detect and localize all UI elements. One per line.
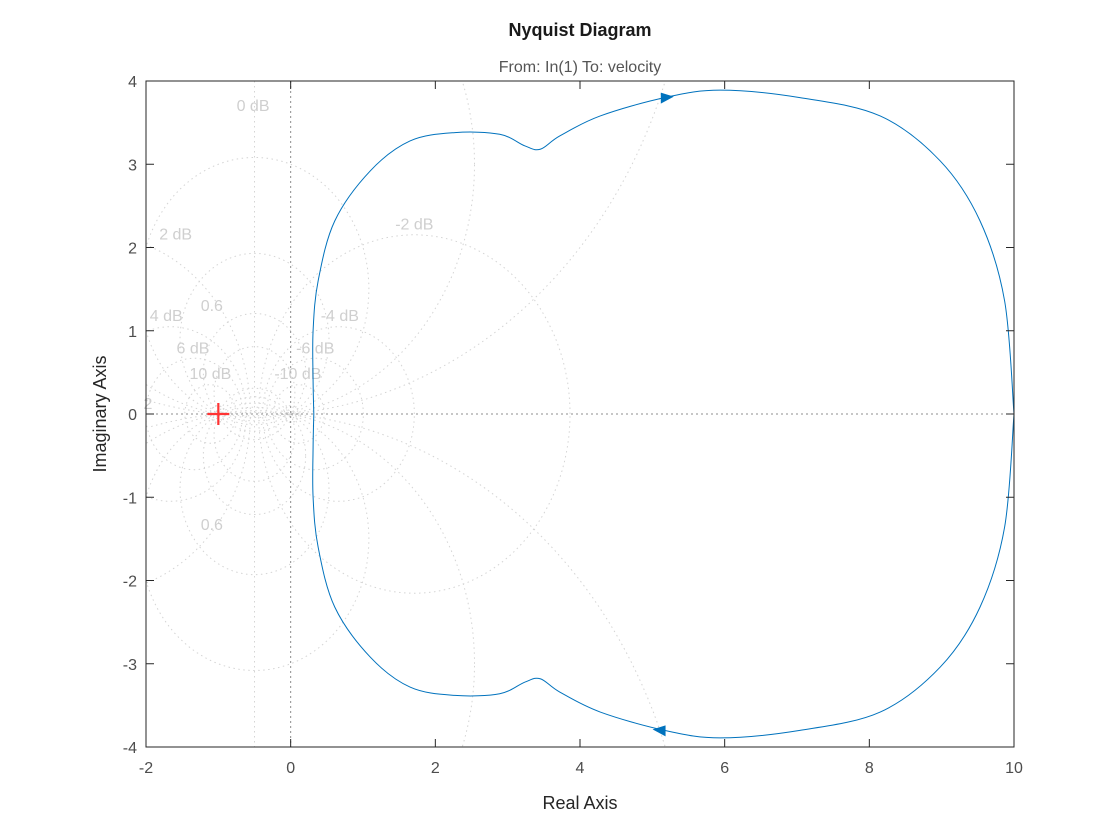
grid-label: 6 dB	[177, 340, 210, 357]
grid-label: 2	[144, 396, 153, 413]
grid-label: -10 dB	[274, 366, 321, 383]
x-tick-label: 0	[286, 760, 295, 777]
x-tick-label: -2	[139, 760, 153, 777]
y-tick-label: 0	[128, 407, 137, 424]
y-tick-label: -2	[123, 574, 137, 591]
m-circle	[146, 244, 251, 584]
n-line	[146, 157, 370, 422]
y-axis-label: Imaginary Axis	[90, 355, 110, 472]
m-circle	[266, 357, 364, 471]
grid-label: -4 dB	[321, 308, 359, 325]
y-tick-label: 2	[128, 241, 137, 258]
x-tick-label: 2	[431, 760, 440, 777]
n-line	[146, 406, 370, 671]
grid	[146, 81, 1014, 747]
nyquist-curves	[207, 89, 1014, 739]
critical-point-marker	[207, 403, 230, 425]
chart-subtitle: From: In(1) To: velocity	[499, 59, 661, 76]
m-circle	[262, 326, 415, 502]
m-circle	[258, 234, 571, 594]
grid-label: 4 dB	[150, 308, 183, 325]
chart-title: Nyquist Diagram	[508, 20, 651, 40]
y-tick-label: 1	[128, 324, 137, 341]
x-tick-label: 10	[1005, 760, 1023, 777]
grid-labels: 0 dB 2 dB -2 dB 4 dB 0.6 -4 dB 6 dB -6 dB 10 dB -…	[144, 98, 434, 534]
x-axis-label: Real Axis	[542, 793, 617, 813]
nyquist-branch-upper	[312, 89, 1014, 415]
x-tick-label: 4	[576, 760, 585, 777]
y-tick-label: 4	[128, 74, 137, 91]
x-tick-label: 6	[720, 760, 729, 777]
grid-label: 10 dB	[189, 366, 231, 383]
grid-label: -2 dB	[395, 216, 433, 233]
m-circle	[146, 326, 247, 502]
grid-label: -6 dB	[296, 340, 334, 357]
direction-arrow	[660, 92, 674, 104]
grid-label: 2 dB	[159, 226, 192, 243]
y-tick-label: -1	[123, 490, 137, 507]
y-tick-label: 3	[128, 157, 137, 174]
n-line	[148, 411, 666, 747]
y-tick-label: -4	[123, 740, 137, 757]
nyquist-branch-lower	[312, 413, 1014, 739]
y-tick-label: -3	[123, 657, 137, 674]
grid-label: 0.6	[201, 517, 223, 534]
grid-label: 0 dB	[237, 98, 270, 115]
direction-arrow	[652, 725, 666, 737]
x-tick-label: 8	[865, 760, 874, 777]
grid-label: 0.6	[201, 298, 223, 315]
